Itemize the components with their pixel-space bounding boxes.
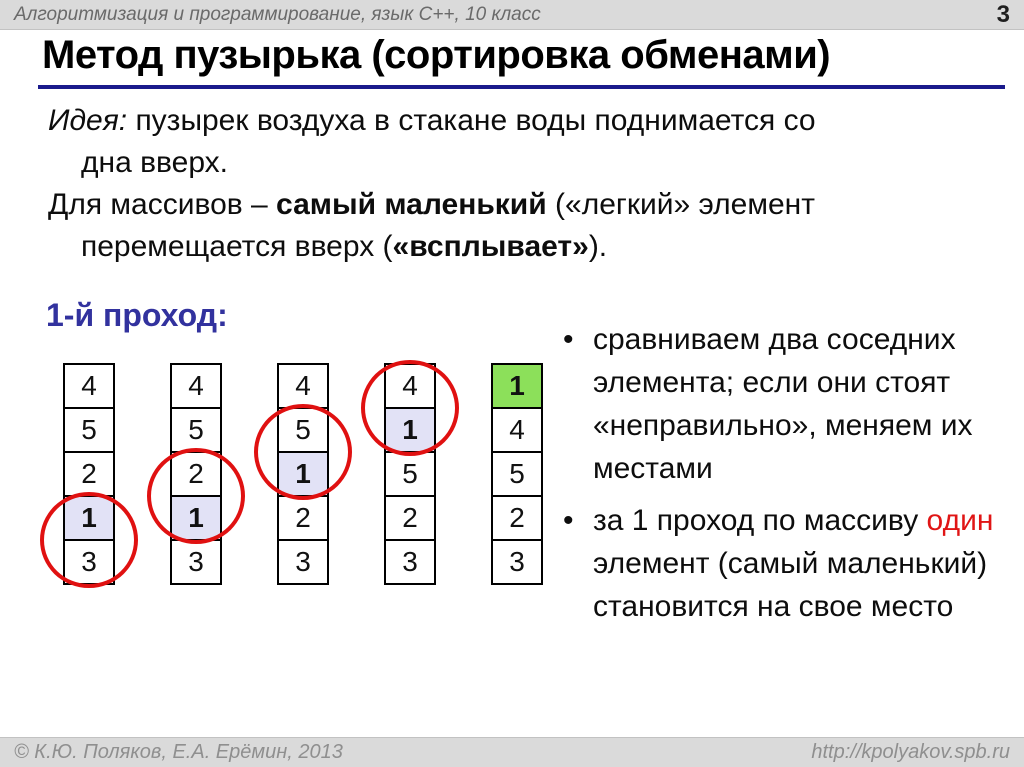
array-cell: 4 [384,363,436,409]
intro-line-3-pre: Для массивов – [48,188,277,221]
array-cell: 2 [277,495,329,541]
intro-line-1: Идея: пузырек воздуха в стакане воды под… [48,100,978,142]
pass-heading: 1-й проход: [46,297,228,333]
array-cell: 4 [491,407,543,453]
bullet-icon: • [563,323,574,356]
intro-line-4-bold: «всплывает» [392,230,589,263]
intro-line-4-post: ). [588,230,608,263]
array-cell: 2 [170,451,222,497]
slide-title: Метод пузырька (сортировка обменами) [42,33,831,77]
bullet-list: • сравниваем два соседних элемента; если … [563,318,1018,637]
intro-line-4-pre: перемещается вверх ( [81,230,393,263]
array-cell: 2 [491,495,543,541]
idea-label: Идея: [48,104,128,137]
array-cell: 4 [170,363,222,409]
array-cell: 4 [277,363,329,409]
array-cell: 1 [491,363,543,409]
array-cell: 5 [277,407,329,453]
array-cell: 2 [384,495,436,541]
intro-line-1-text: пузырек воздуха в стакане воды поднимает… [135,104,816,137]
bullet-text: за 1 проход по массиву один элемент (сам… [593,504,994,623]
bullet-text: сравниваем два соседних элемента; если о… [593,323,973,485]
array-cell: 3 [63,539,115,585]
array-cell: 4 [63,363,115,409]
intro-line-3-post: («легкий» элемент [555,188,815,221]
array-cell: 3 [170,539,222,585]
title-underline [38,85,1005,89]
intro-line-4: перемещается вверх («всплывает»). [48,226,978,268]
array-cell: 1 [170,495,222,541]
top-bar: Алгоритмизация и программирование, язык … [0,0,1024,30]
site-url: http://kpolyakov.spb.ru [811,741,1010,763]
footer-bar: © К.Ю. Поляков, Е.А. Ерёмин, 2013 http:/… [0,737,1024,767]
copyright: © К.Ю. Поляков, Е.А. Ерёмин, 2013 [14,741,343,763]
array-cell: 3 [384,539,436,585]
array-cell: 5 [384,451,436,497]
array-cell: 3 [491,539,543,585]
bullet-item: • за 1 проход по массиву один элемент (са… [563,499,1018,628]
page-number: 3 [996,0,1010,28]
array-cell: 5 [63,407,115,453]
array-cell: 3 [277,539,329,585]
array-cell: 1 [384,407,436,453]
array-cell: 2 [63,451,115,497]
bullet-item: • сравниваем два соседних элемента; если … [563,318,1018,490]
intro-line-2: дна вверх. [81,146,228,179]
bullet-icon: • [563,504,574,537]
intro-line-3: Для массивов – самый маленький («легкий»… [48,184,978,226]
intro-line-3-bold: самый маленький [276,188,547,221]
course-label: Алгоритмизация и программирование, язык … [14,3,541,25]
array-cell: 5 [491,451,543,497]
array-cell: 1 [63,495,115,541]
intro-text: Идея: пузырек воздуха в стакане воды под… [48,100,978,268]
array-cell: 1 [277,451,329,497]
array-cell: 5 [170,407,222,453]
